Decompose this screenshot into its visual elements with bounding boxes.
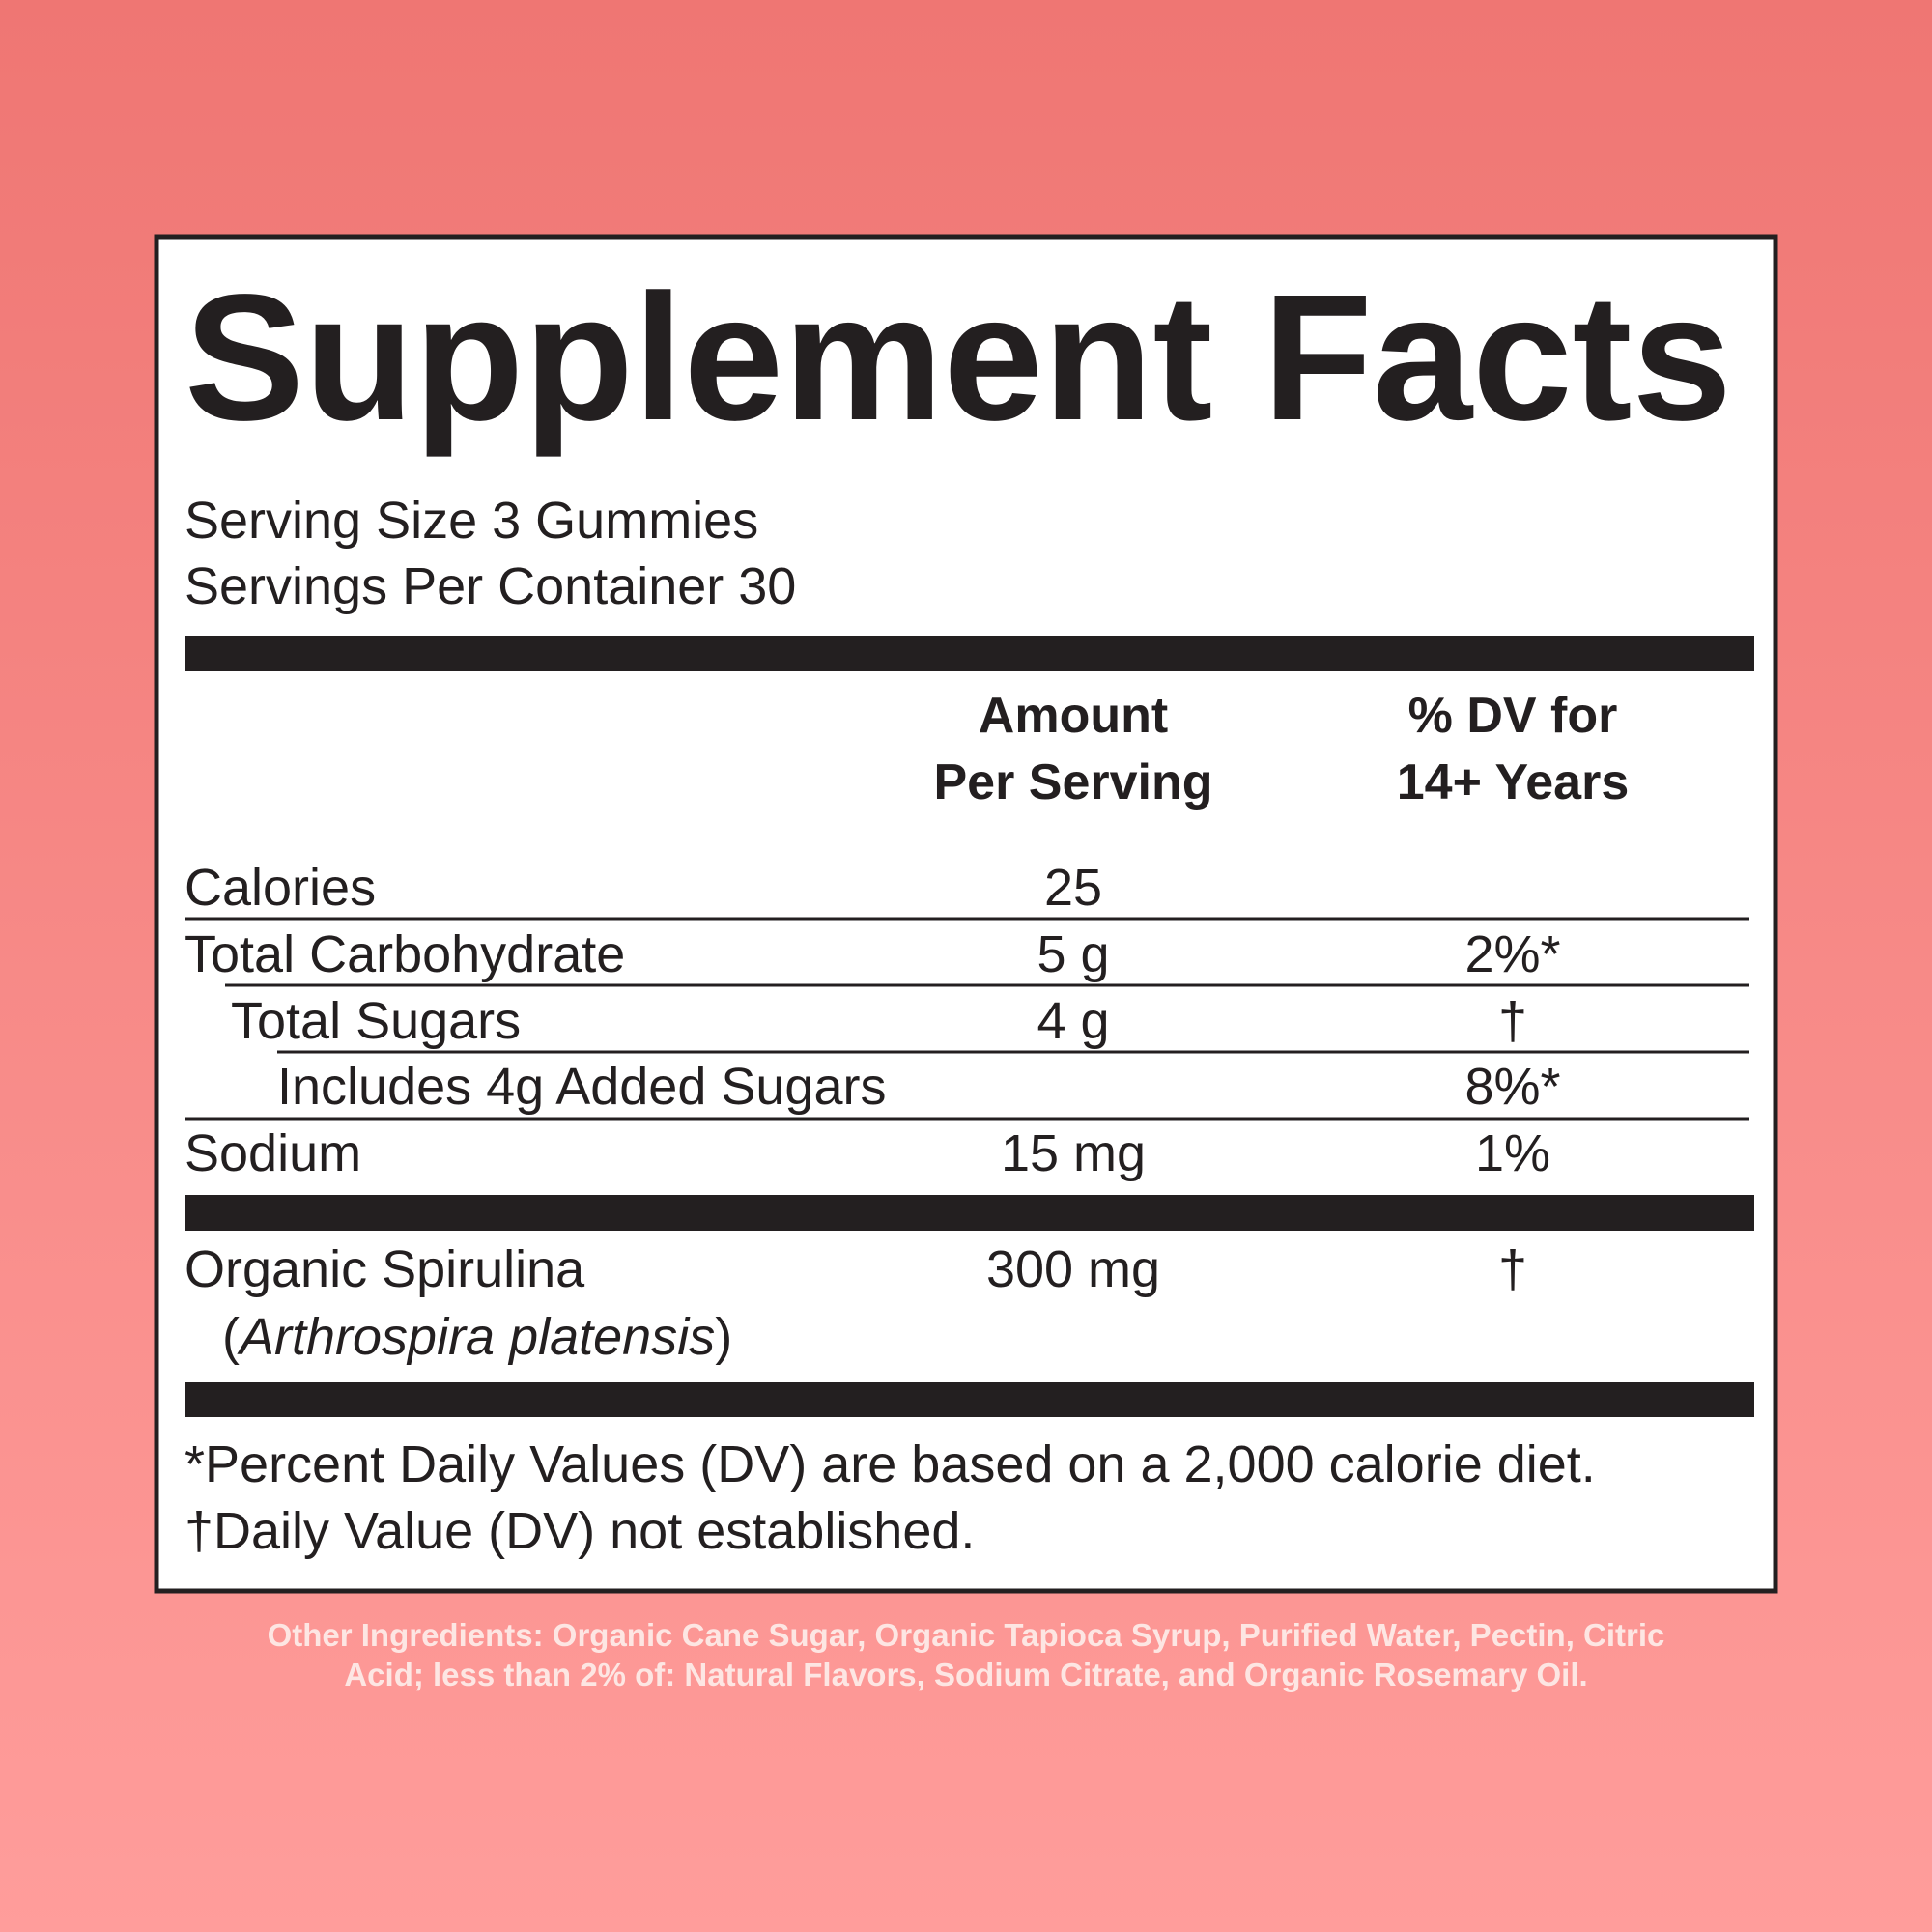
row-amount: 5 g <box>1037 925 1109 983</box>
other-ingredients: Acid; less than 2% of: Natural Flavors, … <box>344 1657 1587 1692</box>
column-header: % DV for <box>1408 688 1618 744</box>
title: Supplement Facts <box>185 258 1732 458</box>
ingredient-amount: 300 mg <box>986 1240 1160 1298</box>
facts-box <box>154 234 1778 1594</box>
serving-size: Serving Size 3 Gummies <box>185 492 758 550</box>
row-dv: 2%* <box>1464 925 1560 983</box>
facts-rows: Calories 25 Total Carbohydrate 5 g 2%* Total … <box>185 859 1749 1182</box>
row-label: Sodium <box>185 1124 361 1182</box>
column-header: Per Serving <box>933 754 1212 810</box>
thick-rule <box>185 1195 1754 1231</box>
footnote: †Daily Value (DV) not established. <box>185 1502 975 1560</box>
ingredient-dv: † <box>1498 1240 1527 1298</box>
row-label: Includes 4g Added Sugars <box>277 1058 886 1116</box>
thick-rule <box>185 1382 1754 1417</box>
paren: ( <box>222 1308 240 1366</box>
thick-rule <box>185 636 1754 671</box>
row-amount: 25 <box>1044 859 1102 917</box>
row-dv: † <box>1498 992 1527 1050</box>
footnote: *Percent Daily Values (DV) are based on … <box>185 1435 1596 1493</box>
column-header: Amount <box>979 688 1168 744</box>
row-dv: 1% <box>1475 1124 1550 1182</box>
row-amount: 4 g <box>1037 992 1109 1050</box>
row-label: Total Sugars <box>231 992 521 1050</box>
row-label: Total Carbohydrate <box>185 925 625 983</box>
latin-name-text: Arthrospira platensis <box>237 1308 715 1366</box>
paren: ) <box>715 1308 732 1366</box>
row-dv: 8%* <box>1464 1058 1560 1116</box>
ingredient-name: Organic Spirulina <box>185 1240 585 1298</box>
servings-per-container: Servings Per Container 30 <box>185 557 796 615</box>
row-label: Calories <box>185 859 376 917</box>
other-ingredients: Other Ingredients: Organic Cane Sugar, O… <box>268 1617 1665 1653</box>
column-header: 14+ Years <box>1397 754 1630 810</box>
latin-name: (Arthrospira platensis) <box>222 1308 732 1366</box>
row-amount: 15 mg <box>1001 1124 1146 1182</box>
